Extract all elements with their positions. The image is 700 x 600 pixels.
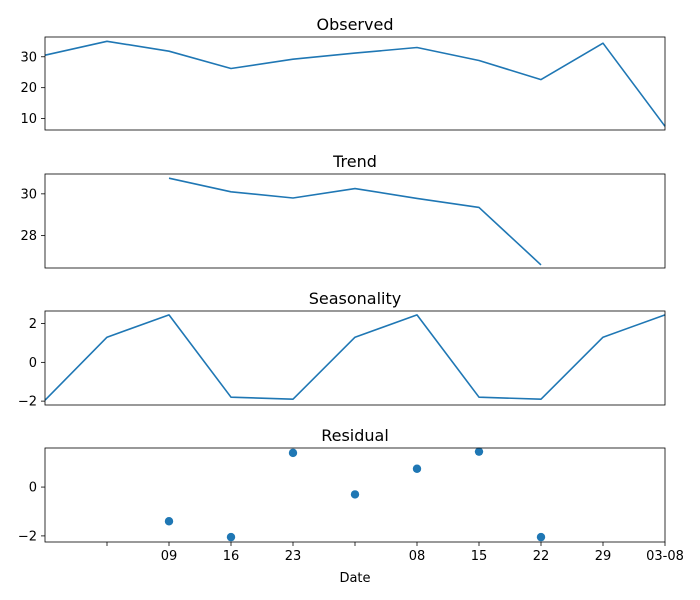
residual-panel: Residual −2 0 <box>18 426 666 544</box>
residual-ytick-label: 0 <box>29 481 37 496</box>
observed-axes-frame <box>44 36 666 131</box>
residual-ytick-label: −2 <box>18 529 37 544</box>
observed-panel: Observed 10 20 30 <box>20 15 666 131</box>
x-tick-label: 16 <box>223 549 240 564</box>
x-tick-label: 22 <box>533 549 550 564</box>
x-tick-label: 08 <box>409 549 426 564</box>
observed-ytick-label: 30 <box>20 50 37 65</box>
trend-title: Trend <box>332 152 377 171</box>
x-tick-label: 29 <box>595 549 612 564</box>
trend-ytick-label: 28 <box>20 229 37 244</box>
seasonality-panel: Seasonality −2 0 2 <box>18 289 666 410</box>
residual-point <box>412 464 422 473</box>
trend-series-line <box>168 177 542 266</box>
residual-point <box>226 532 236 542</box>
residual-point <box>288 448 298 458</box>
trend-panel: Trend 28 30 <box>20 152 666 269</box>
residual-point <box>164 517 174 526</box>
x-tick-label: 03-08 <box>646 549 684 564</box>
residual-point <box>536 532 546 542</box>
residual-point <box>350 490 360 499</box>
observed-title: Observed <box>317 15 394 34</box>
residual-point <box>474 447 484 456</box>
x-tick-label: 23 <box>285 549 302 564</box>
observed-ytick-label: 10 <box>20 112 37 127</box>
x-axis-label: Date <box>339 571 370 586</box>
observed-series-line <box>44 40 666 127</box>
trend-ytick-label: 30 <box>20 187 37 202</box>
trend-axes-frame <box>44 173 666 269</box>
seasonality-ytick-label: 0 <box>29 356 37 371</box>
observed-ytick-label: 20 <box>20 81 37 96</box>
seasonality-series-line <box>44 314 666 401</box>
seasonality-ytick-label: 2 <box>29 317 37 332</box>
seasonality-title: Seasonality <box>309 289 402 308</box>
seasonality-axes-frame <box>44 310 666 406</box>
x-axis: 09 16 23 08 15 22 29 03-08 Date <box>106 542 684 586</box>
residual-title: Residual <box>321 426 389 445</box>
x-tick-label: 09 <box>161 549 178 564</box>
x-tick-label: 15 <box>471 549 488 564</box>
seasonality-ytick-label: −2 <box>18 395 37 410</box>
